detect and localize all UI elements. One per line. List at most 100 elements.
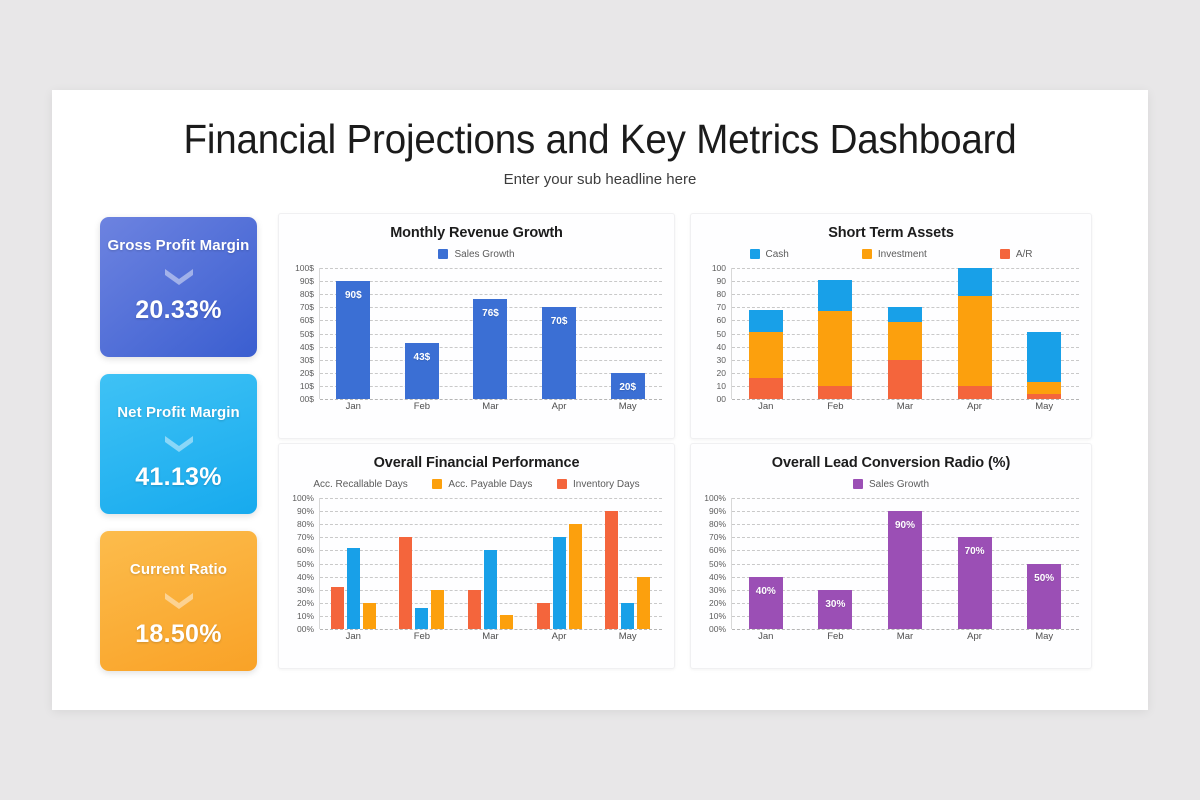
- legend-swatch: [999, 249, 1010, 259]
- chart-legend: Sales Growth: [691, 477, 1091, 491]
- bar-group: 50%: [1009, 498, 1079, 629]
- chart-panel-overall-lead-conversion-radio[interactable]: Overall Lead Conversion Radio (%) Sales G…: [690, 443, 1092, 669]
- y-axis: 100% 90% 80% 70% 60% 50% 40% 30% 20% 10% 00%: [701, 493, 729, 634]
- stacked-bar[interactable]: [887, 307, 922, 399]
- chart-panel-overall-financial-performance[interactable]: Overall Financial Performance Acc. Recall…: [278, 443, 675, 669]
- y-axis-tick: 30$: [299, 354, 314, 365]
- legend-swatch: [432, 479, 443, 489]
- legend-item[interactable]: Acc. Recallable Days: [313, 479, 407, 490]
- bar[interactable]: [346, 547, 360, 629]
- bar-segment: [1027, 332, 1062, 382]
- bar[interactable]: [499, 614, 513, 629]
- bar[interactable]: 50%: [1027, 563, 1062, 629]
- stacked-bar[interactable]: [748, 309, 783, 399]
- legend-item[interactable]: Cash: [749, 248, 789, 260]
- legend-label: Sales Growth: [454, 248, 515, 260]
- chart-legend: Sales Growth: [279, 247, 674, 261]
- y-axis-tick: 60: [716, 315, 726, 326]
- bar[interactable]: [568, 524, 582, 629]
- legend-label: Cash: [765, 248, 789, 260]
- stacked-bar[interactable]: [1027, 332, 1062, 399]
- legend-label: Acc. Recallable Days: [313, 478, 408, 490]
- bar[interactable]: 70$: [542, 307, 577, 399]
- bar[interactable]: 76$: [473, 299, 508, 399]
- bar-group: 90%: [870, 498, 940, 629]
- kpi-card-gross-profit-margin[interactable]: Gross Profit Margin 20.33%: [100, 217, 257, 357]
- bar[interactable]: [431, 589, 445, 629]
- kpi-label: Net Profit Margin: [117, 404, 240, 421]
- x-axis-tick: May: [1035, 631, 1054, 642]
- bar[interactable]: [399, 537, 413, 629]
- y-axis-tick: 30%: [708, 584, 726, 595]
- x-axis-tick: Apr: [551, 401, 567, 412]
- y-axis-tick: 80%: [296, 519, 314, 530]
- legend-swatch: [749, 249, 760, 259]
- legend-label: Investment: [877, 248, 927, 260]
- y-axis-tick: 90%: [296, 506, 314, 517]
- bar[interactable]: 20$: [610, 372, 645, 399]
- chart-bars: 90$ 43$ 76$ 70$ 20$: [319, 268, 662, 399]
- x-axis-tick: May: [618, 631, 637, 642]
- x-axis-tick: Feb: [413, 401, 431, 412]
- y-axis-tick: 50$: [299, 328, 314, 339]
- y-axis-tick: 90$: [299, 276, 314, 287]
- bar[interactable]: [536, 602, 550, 629]
- chevron-down-icon: [162, 266, 196, 286]
- bar[interactable]: [467, 589, 481, 629]
- kpi-label: Current Ratio: [129, 561, 228, 578]
- bar-segment: [748, 378, 783, 399]
- legend-item[interactable]: Investment: [861, 248, 927, 260]
- bar-value-label: 43$: [413, 351, 431, 363]
- chart-panel-monthly-revenue-growth[interactable]: Monthly Revenue Growth Sales Growth 100$ 90…: [278, 213, 675, 439]
- legend-item[interactable]: Sales Growth: [852, 479, 929, 490]
- y-axis-tick: 40: [716, 341, 726, 352]
- legend-item[interactable]: Inventory Days: [556, 479, 640, 490]
- kpi-value: 20.33%: [135, 296, 222, 324]
- x-axis-tick: Feb: [827, 401, 844, 412]
- bar[interactable]: 90$: [336, 281, 371, 399]
- y-axis-tick: 70: [716, 302, 726, 313]
- kpi-value: 41.13%: [135, 463, 222, 491]
- bar[interactable]: 40%: [748, 576, 783, 629]
- bar-value-label: 30%: [825, 598, 846, 610]
- bar[interactable]: 43$: [404, 342, 439, 399]
- legend-item[interactable]: A/R: [999, 249, 1032, 260]
- y-axis-tick: 50%: [296, 558, 314, 569]
- bar[interactable]: [552, 537, 566, 629]
- stacked-bar[interactable]: [957, 268, 992, 399]
- y-axis-tick: 100%: [292, 493, 314, 503]
- legend-item[interactable]: Acc. Payable Days: [432, 479, 532, 490]
- y-axis-tick: 20%: [708, 597, 726, 608]
- bar[interactable]: [483, 550, 497, 629]
- bar[interactable]: 70%: [957, 537, 992, 629]
- bar[interactable]: [415, 608, 429, 629]
- x-axis-tick: Mar: [896, 401, 914, 412]
- bar[interactable]: 90%: [887, 511, 922, 629]
- bar[interactable]: 30%: [818, 589, 853, 629]
- bar-value-label: 70%: [964, 546, 985, 558]
- x-axis-tick: Mar: [482, 401, 499, 412]
- y-axis: 100% 90% 80% 70% 60% 50% 40% 30% 20% 10% 00%: [289, 493, 317, 634]
- chart-title: Monthly Revenue Growth: [390, 225, 563, 241]
- chart-panel-short-term-assets[interactable]: Short Term Assets Cash Investment A/R 100 90 8…: [690, 213, 1092, 439]
- bar[interactable]: [330, 587, 344, 629]
- legend-item[interactable]: Sales Growth: [438, 248, 515, 260]
- bar[interactable]: [637, 576, 651, 629]
- chevron-down-icon: [162, 590, 196, 610]
- x-axis-tick: Jan: [758, 401, 774, 412]
- stacked-bar[interactable]: [818, 279, 853, 399]
- chart-title: Overall Lead Conversion Radio (%): [771, 455, 1011, 471]
- bar[interactable]: [362, 602, 376, 629]
- y-axis-tick: 20%: [296, 597, 314, 608]
- x-axis: Jan Feb Mar Apr May: [731, 631, 1079, 642]
- bar-group: 70%: [940, 498, 1010, 629]
- bar-segment: [1027, 393, 1062, 399]
- kpi-card-net-profit-margin[interactable]: Net Profit Margin 41.13%: [100, 374, 257, 514]
- bar[interactable]: [605, 511, 619, 629]
- bar-group: [1009, 268, 1079, 399]
- bar-value-label: 76$: [482, 308, 499, 320]
- bar-value-label: 50%: [1034, 572, 1055, 584]
- page-title: Financial Projections and Key Metrics Da…: [183, 116, 1017, 162]
- bar[interactable]: [621, 602, 635, 629]
- kpi-card-current-ratio[interactable]: Current Ratio 18.50%: [100, 531, 257, 671]
